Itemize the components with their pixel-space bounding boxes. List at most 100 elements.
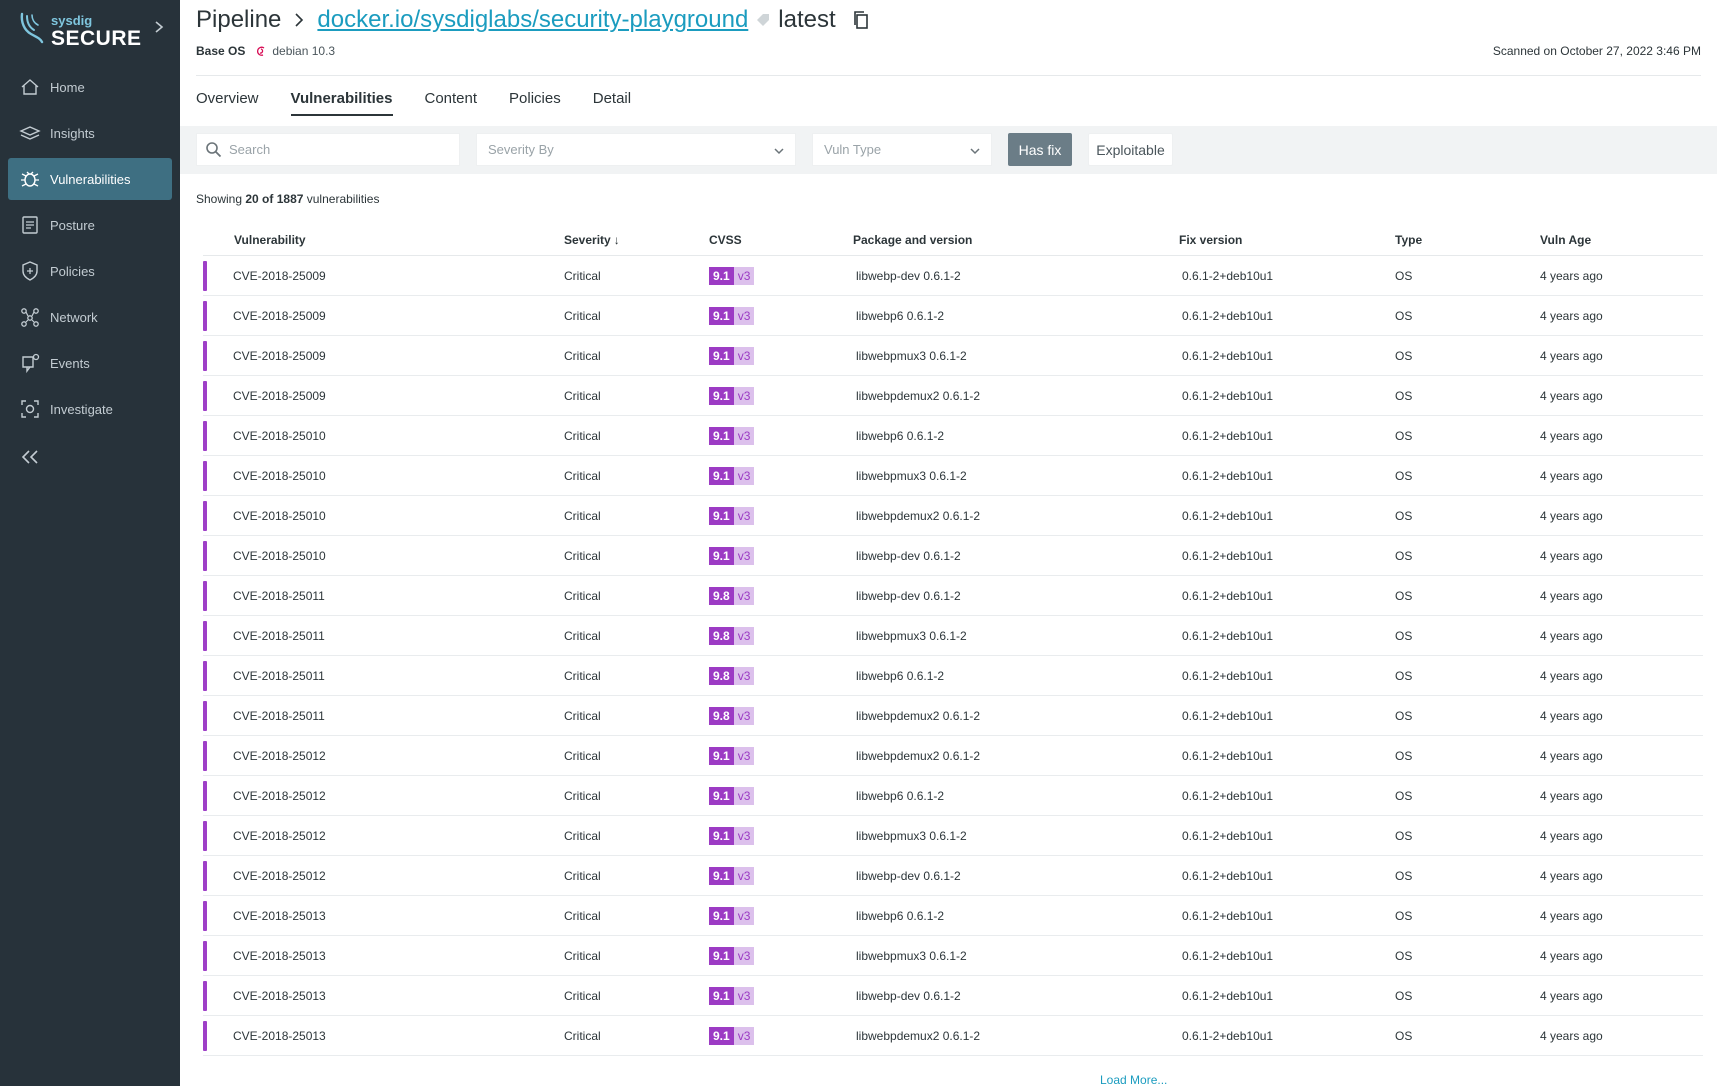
cell-vulnerability[interactable]: CVE-2018-25013	[233, 908, 326, 923]
cell-vuln-age: 4 years ago	[1540, 628, 1603, 643]
brand[interactable]: sysdig SECURE	[18, 10, 168, 52]
cell-package: libwebp-dev 0.6.1-2	[856, 548, 961, 563]
cvss-score: 9.8	[709, 626, 734, 645]
load-more-link[interactable]: Load More...	[1100, 1073, 1168, 1086]
table-row[interactable]: CVE-2018-25011 Critical 9.8 v3 libwebp6 0.6.…	[203, 656, 1703, 696]
vuln-type-dropdown[interactable]: Vuln Type	[812, 133, 992, 166]
sidebar-item-network[interactable]: Network	[8, 296, 172, 338]
exploitable-toggle[interactable]: Exploitable	[1088, 133, 1173, 166]
cell-vuln-age: 4 years ago	[1540, 828, 1603, 843]
table-row[interactable]: CVE-2018-25009 Critical 9.1 v3 libwebp6 0.6.…	[203, 296, 1703, 336]
cvss-score: 9.1	[709, 826, 734, 845]
cvss-score: 9.1	[709, 306, 734, 325]
sidebar-item-label: Posture	[50, 217, 95, 233]
column-header-type[interactable]: Type	[1395, 233, 1423, 247]
column-header-fix-version[interactable]: Fix version	[1179, 233, 1243, 247]
table-row[interactable]: CVE-2018-25013 Critical 9.1 v3 libwebp6 0.6.…	[203, 896, 1703, 936]
table-row[interactable]: CVE-2018-25010 Critical 9.1 v3 libwebpdemux2…	[203, 496, 1703, 536]
cell-vulnerability[interactable]: CVE-2018-25010	[233, 508, 326, 523]
tab-detail[interactable]: Detail	[592, 90, 632, 107]
cell-vulnerability[interactable]: CVE-2018-25010	[233, 428, 326, 443]
collapse-sidebar-icon[interactable]	[20, 448, 40, 466]
column-header-severity[interactable]: Severity ↓	[564, 233, 709, 247]
cvss-badge: 9.1 v3	[709, 266, 755, 285]
shield-icon	[22, 261, 38, 281]
cvss-badge: 9.1 v3	[709, 946, 755, 965]
sidebar-item-vulnerabilities[interactable]: Vulnerabilities	[8, 158, 172, 200]
cell-fix-version: 0.6.1-2+deb10u1	[1182, 1028, 1274, 1043]
cell-cvss: 9.1 v3	[709, 466, 853, 485]
column-header-vuln-age[interactable]: Vuln Age	[1540, 233, 1592, 247]
cvss-score: 9.1	[709, 386, 734, 405]
cell-vulnerability[interactable]: CVE-2018-25013	[233, 988, 326, 1003]
tab-content[interactable]: Content	[424, 90, 478, 107]
cell-cvss: 9.8 v3	[709, 706, 853, 725]
image-link[interactable]: docker.io/sysdiglabs/security-playground	[317, 6, 749, 33]
sidebar-item-investigate[interactable]: Investigate	[8, 388, 172, 430]
copy-icon[interactable]	[852, 10, 870, 30]
column-header-vulnerability[interactable]: Vulnerability	[234, 233, 306, 247]
tab-vulnerabilities[interactable]: Vulnerabilities	[290, 86, 393, 116]
cell-vulnerability[interactable]: CVE-2018-25009	[233, 348, 326, 363]
cell-vulnerability[interactable]: CVE-2018-25010	[233, 548, 326, 563]
cell-vulnerability[interactable]: CVE-2018-25011	[233, 708, 325, 723]
cvss-score: 9.8	[709, 666, 734, 685]
cell-vulnerability[interactable]: CVE-2018-25009	[233, 388, 326, 403]
cvss-version: v3	[733, 746, 755, 765]
cell-severity: Critical	[564, 988, 601, 1003]
table-row[interactable]: CVE-2018-25011 Critical 9.8 v3 libwebpmux3 0…	[203, 616, 1703, 656]
table-row[interactable]: CVE-2018-25012 Critical 9.1 v3 libwebpmux3 0…	[203, 816, 1703, 856]
sidebar-item-events[interactable]: Events	[8, 342, 172, 384]
severity-indicator	[203, 421, 207, 451]
severity-indicator	[203, 981, 207, 1011]
table-row[interactable]: CVE-2018-25012 Critical 9.1 v3 libwebp-dev 0…	[203, 856, 1703, 896]
table-row[interactable]: CVE-2018-25011 Critical 9.8 v3 libwebp-dev 0…	[203, 576, 1703, 616]
cell-vulnerability[interactable]: CVE-2018-25011	[233, 668, 325, 683]
severity-by-dropdown[interactable]: Severity By	[476, 133, 796, 166]
cell-vulnerability[interactable]: CVE-2018-25010	[233, 468, 326, 483]
severity-indicator	[203, 1021, 207, 1051]
cell-cvss: 9.1 v3	[709, 986, 853, 1005]
tab-policies[interactable]: Policies	[509, 90, 561, 107]
cell-vulnerability[interactable]: CVE-2018-25009	[233, 268, 326, 283]
cvss-badge: 9.1 v3	[709, 906, 755, 925]
table-row[interactable]: CVE-2018-25011 Critical 9.8 v3 libwebpdemux2…	[203, 696, 1703, 736]
table-row[interactable]: CVE-2018-25013 Critical 9.1 v3 libwebpdemux2…	[203, 1016, 1703, 1056]
cell-vulnerability[interactable]: CVE-2018-25011	[233, 628, 325, 643]
severity-indicator	[203, 781, 207, 811]
table-row[interactable]: CVE-2018-25009 Critical 9.1 v3 libwebp-dev 0…	[203, 256, 1703, 296]
column-header-package[interactable]: Package and version	[853, 233, 973, 247]
has-fix-toggle[interactable]: Has fix	[1008, 133, 1072, 166]
table-row[interactable]: CVE-2018-25012 Critical 9.1 v3 libwebp6 0.6.…	[203, 776, 1703, 816]
sidebar-item-posture[interactable]: Posture	[8, 204, 172, 246]
sidebar-item-policies[interactable]: Policies	[8, 250, 172, 292]
cvss-version: v3	[733, 346, 755, 365]
chevron-right-icon	[295, 13, 304, 27]
table-row[interactable]: CVE-2018-25009 Critical 9.1 v3 libwebpdemux2…	[203, 376, 1703, 416]
cell-vulnerability[interactable]: CVE-2018-25009	[233, 308, 326, 323]
cell-vulnerability[interactable]: CVE-2018-25012	[233, 868, 326, 883]
table-row[interactable]: CVE-2018-25013 Critical 9.1 v3 libwebpmux3 0…	[203, 936, 1703, 976]
cell-vuln-age: 4 years ago	[1540, 348, 1603, 363]
table-row[interactable]: CVE-2018-25013 Critical 9.1 v3 libwebp-dev 0…	[203, 976, 1703, 1016]
cell-vulnerability[interactable]: CVE-2018-25012	[233, 788, 326, 803]
table-row[interactable]: CVE-2018-25012 Critical 9.1 v3 libwebpdemux2…	[203, 736, 1703, 776]
sidebar-item-home[interactable]: Home	[8, 66, 172, 108]
column-header-cvss[interactable]: CVSS	[709, 233, 742, 247]
cell-vulnerability[interactable]: CVE-2018-25013	[233, 948, 326, 963]
search-input[interactable]	[229, 142, 449, 157]
sidebar-item-insights[interactable]: Insights	[8, 112, 172, 154]
chevron-right-icon[interactable]	[152, 20, 166, 34]
tab-overview[interactable]: Overview	[196, 90, 259, 107]
table-row[interactable]: CVE-2018-25010 Critical 9.1 v3 libwebp-dev 0…	[203, 536, 1703, 576]
table-row[interactable]: CVE-2018-25010 Critical 9.1 v3 libwebpmux3 0…	[203, 456, 1703, 496]
cell-vulnerability[interactable]: CVE-2018-25013	[233, 1028, 326, 1043]
cell-vulnerability[interactable]: CVE-2018-25012	[233, 748, 326, 763]
cvss-badge: 9.8 v3	[709, 626, 755, 645]
breadcrumb-pipeline[interactable]: Pipeline	[196, 6, 282, 33]
cell-vulnerability[interactable]: CVE-2018-25011	[233, 588, 325, 603]
cvss-badge: 9.1 v3	[709, 746, 755, 765]
table-row[interactable]: CVE-2018-25009 Critical 9.1 v3 libwebpmux3 0…	[203, 336, 1703, 376]
cell-vulnerability[interactable]: CVE-2018-25012	[233, 828, 326, 843]
table-row[interactable]: CVE-2018-25010 Critical 9.1 v3 libwebp6 0.6.…	[203, 416, 1703, 456]
